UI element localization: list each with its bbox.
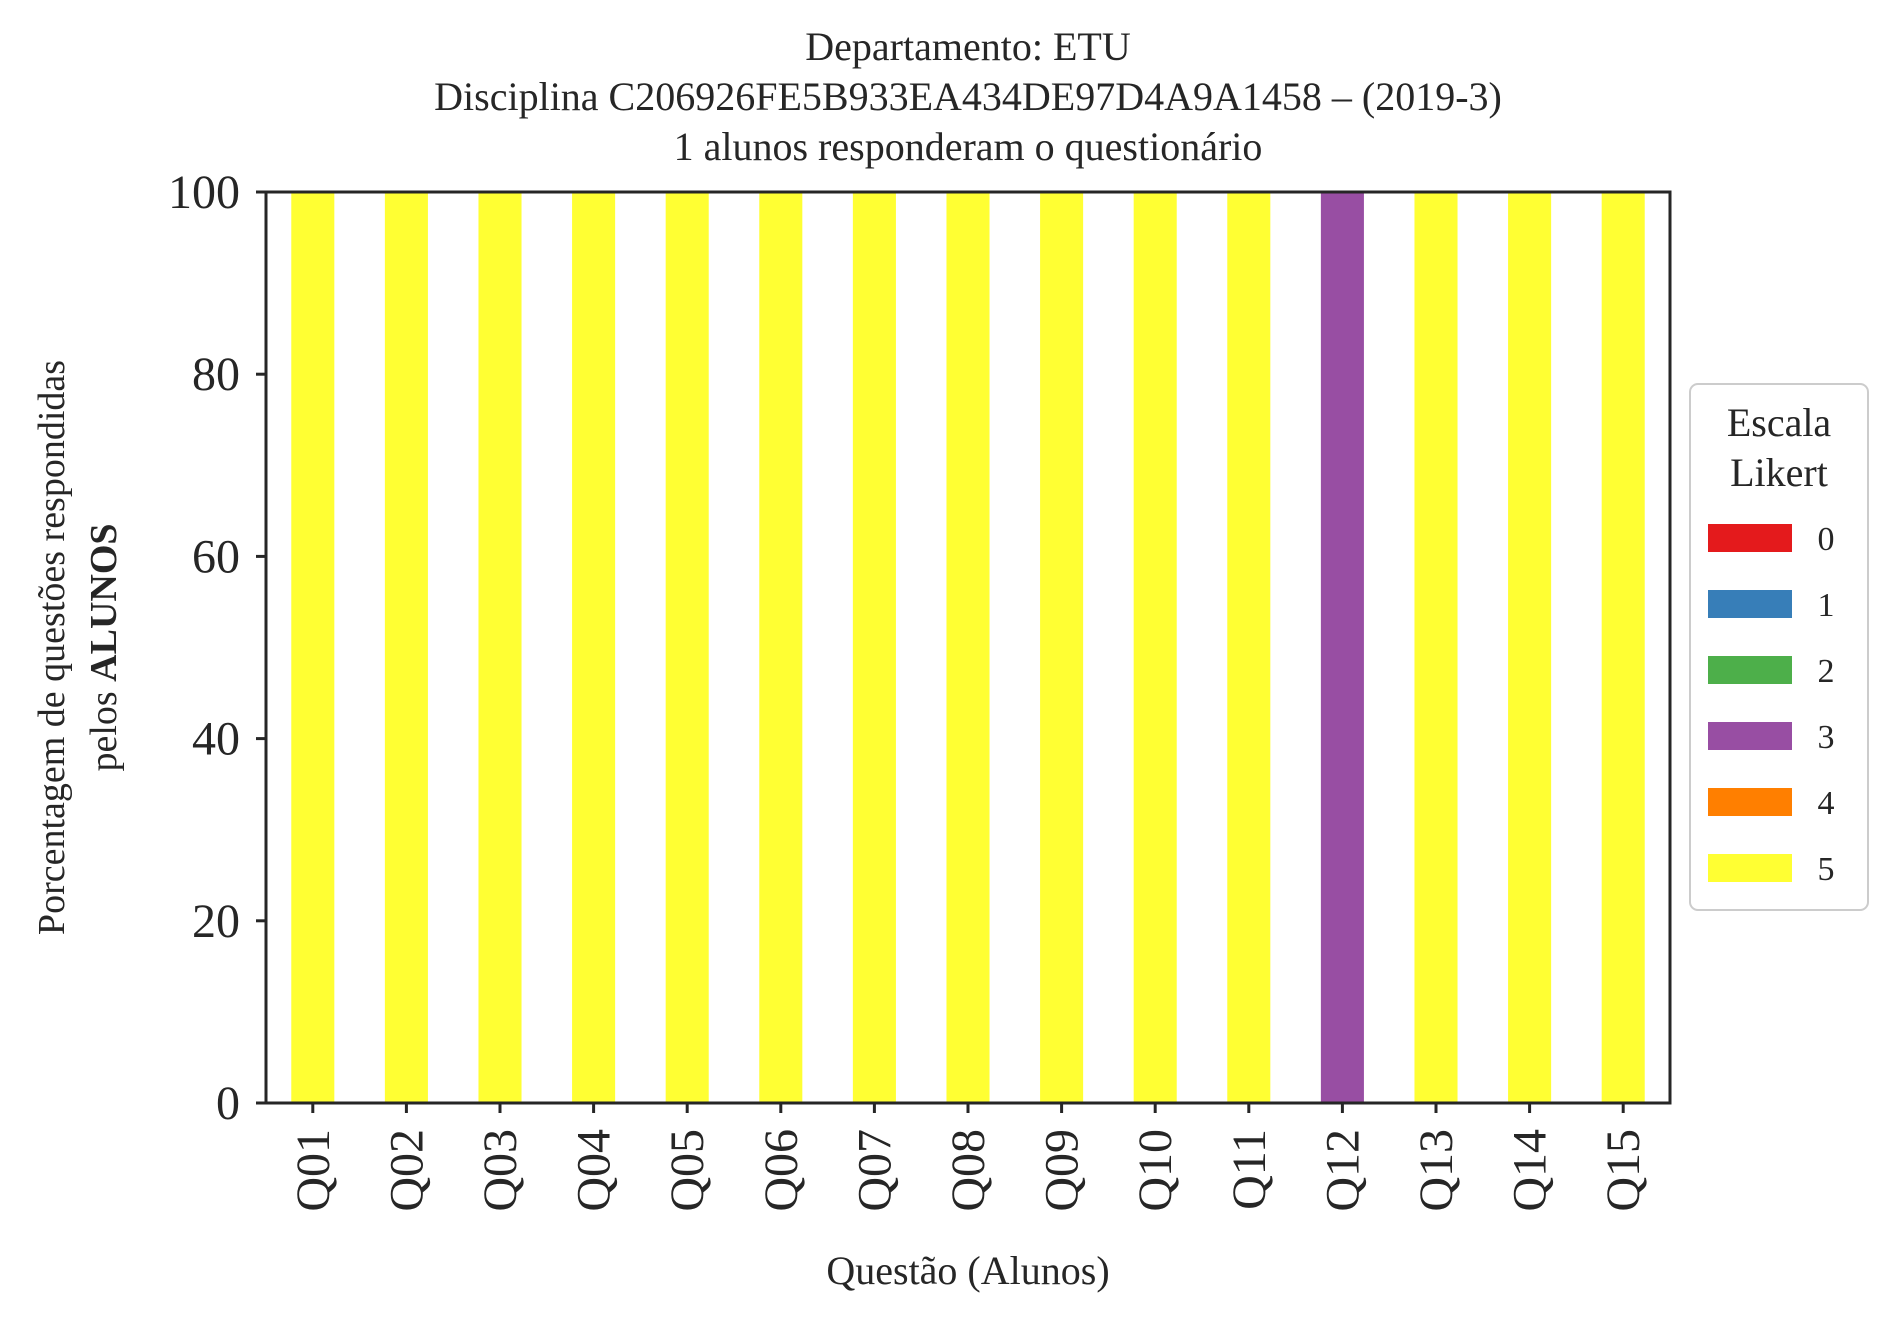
x-tick-label: Q12 xyxy=(1316,1129,1369,1212)
legend-swatch-4 xyxy=(1708,788,1792,816)
x-tick-label: Q04 xyxy=(568,1129,621,1212)
chart-title-line: Disciplina C206926FE5B933EA434DE97D4A9A1… xyxy=(434,74,1502,119)
legend-swatch-2 xyxy=(1708,656,1792,684)
chart-title-line: Departamento: ETU xyxy=(805,24,1131,69)
y-axis-label-line: pelos ALUNOS xyxy=(83,523,125,771)
y-tick-label: 0 xyxy=(216,1077,240,1130)
y-tick-label: 40 xyxy=(192,713,240,766)
y-axis-label-line: Porcentagem de questões respondidas xyxy=(31,360,73,935)
x-tick-label: Q08 xyxy=(942,1129,995,1212)
x-tick-label: Q14 xyxy=(1504,1129,1557,1212)
x-tick-label: Q06 xyxy=(755,1129,808,1212)
y-tick-label: 80 xyxy=(192,348,240,401)
x-axis-ticks: Q01 Q02 Q03 Q04 Q05 Q06 Q07 Q08 Q09 Q10 Q11 Q12 Q13 Q… xyxy=(287,1103,1650,1212)
bar-segment-q09-likert-5 xyxy=(1040,192,1084,1103)
bar-segment-q01-likert-5 xyxy=(291,192,335,1103)
bar-segment-q05-likert-5 xyxy=(665,192,709,1103)
x-tick-label: Q13 xyxy=(1410,1129,1463,1212)
bar-segment-q08-likert-5 xyxy=(946,192,990,1103)
legend-label: 3 xyxy=(1818,719,1835,756)
legend-swatch-1 xyxy=(1708,590,1792,618)
x-tick-label: Q15 xyxy=(1597,1129,1650,1212)
legend: Escala Likert 0 1 2 3 4 5 xyxy=(1689,383,1869,911)
chart-title: Departamento: ETU Disciplina C206926FE5B9… xyxy=(434,24,1502,169)
legend-label: 5 xyxy=(1818,851,1835,888)
legend-label: 2 xyxy=(1818,653,1835,690)
y-tick-label: 20 xyxy=(192,895,240,948)
legend-title-line: Escala xyxy=(1727,400,1832,445)
bar-segment-q13-likert-5 xyxy=(1414,192,1458,1103)
x-tick-label: Q07 xyxy=(848,1129,901,1212)
x-tick-label: Q10 xyxy=(1129,1129,1182,1212)
x-tick-label: Q11 xyxy=(1223,1129,1276,1210)
legend-swatch-3 xyxy=(1708,722,1792,750)
bar-segment-q15-likert-5 xyxy=(1601,192,1645,1103)
legend-label: 0 xyxy=(1818,521,1835,558)
y-axis-label-bold: ALUNOS xyxy=(83,523,125,681)
chart-title-line: 1 alunos responderam o questionário xyxy=(674,124,1263,169)
x-axis-label: Questão (Alunos) xyxy=(826,1248,1109,1293)
bar-segment-q07-likert-5 xyxy=(852,192,896,1103)
x-tick-label: Q05 xyxy=(661,1129,714,1212)
bar-segment-q06-likert-5 xyxy=(759,192,803,1103)
legend-label: 4 xyxy=(1818,785,1835,822)
bars xyxy=(291,192,1645,1103)
x-tick-label: Q03 xyxy=(474,1129,527,1212)
bar-segment-q11-likert-5 xyxy=(1227,192,1271,1103)
bar-segment-q12-likert-3 xyxy=(1320,192,1364,1103)
y-axis-label-prefix: pelos xyxy=(83,682,125,772)
y-tick-label: 100 xyxy=(168,166,240,219)
bar-segment-q10-likert-5 xyxy=(1133,192,1177,1103)
x-tick-label: Q09 xyxy=(1036,1129,1089,1212)
legend-label: 1 xyxy=(1818,587,1835,624)
legend-title-line: Likert xyxy=(1730,450,1828,495)
y-axis-ticks: 0 20 40 60 80 100 xyxy=(168,166,266,1130)
bar-segment-q04-likert-5 xyxy=(572,192,616,1103)
y-axis-label: Porcentagem de questões respondidas pelos… xyxy=(31,360,125,935)
x-tick-label: Q02 xyxy=(380,1129,433,1212)
y-tick-label: 60 xyxy=(192,530,240,583)
legend-swatch-5 xyxy=(1708,854,1792,882)
legend-swatch-0 xyxy=(1708,524,1792,552)
bar-segment-q14-likert-5 xyxy=(1508,192,1552,1103)
bar-segment-q02-likert-5 xyxy=(384,192,428,1103)
x-tick-label: Q01 xyxy=(287,1129,340,1212)
bar-segment-q03-likert-5 xyxy=(478,192,522,1103)
legend-frame xyxy=(1689,383,1869,911)
